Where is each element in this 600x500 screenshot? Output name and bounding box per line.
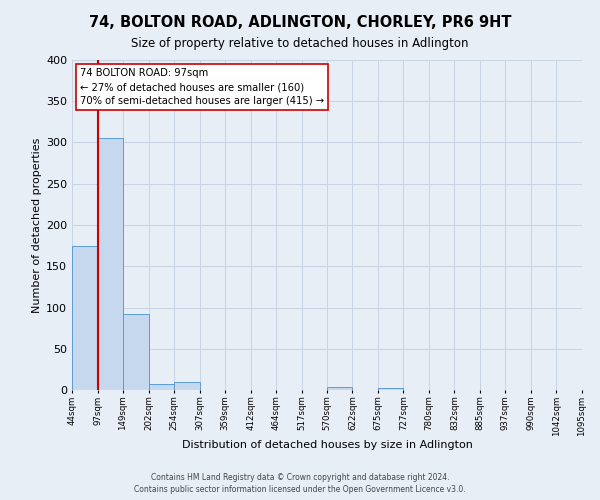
Bar bbox=[123, 314, 149, 390]
Bar bbox=[327, 386, 352, 390]
Bar bbox=[98, 138, 123, 390]
Bar bbox=[174, 382, 200, 390]
Text: Contains HM Land Registry data © Crown copyright and database right 2024.
Contai: Contains HM Land Registry data © Crown c… bbox=[134, 472, 466, 494]
Text: 74 BOLTON ROAD: 97sqm
← 27% of detached houses are smaller (160)
70% of semi-det: 74 BOLTON ROAD: 97sqm ← 27% of detached … bbox=[80, 68, 324, 106]
Bar bbox=[72, 246, 98, 390]
X-axis label: Distribution of detached houses by size in Adlington: Distribution of detached houses by size … bbox=[182, 440, 472, 450]
Bar bbox=[378, 388, 403, 390]
Bar bbox=[149, 384, 174, 390]
Text: 74, BOLTON ROAD, ADLINGTON, CHORLEY, PR6 9HT: 74, BOLTON ROAD, ADLINGTON, CHORLEY, PR6… bbox=[89, 15, 511, 30]
Y-axis label: Number of detached properties: Number of detached properties bbox=[32, 138, 42, 312]
Text: Size of property relative to detached houses in Adlington: Size of property relative to detached ho… bbox=[131, 38, 469, 51]
